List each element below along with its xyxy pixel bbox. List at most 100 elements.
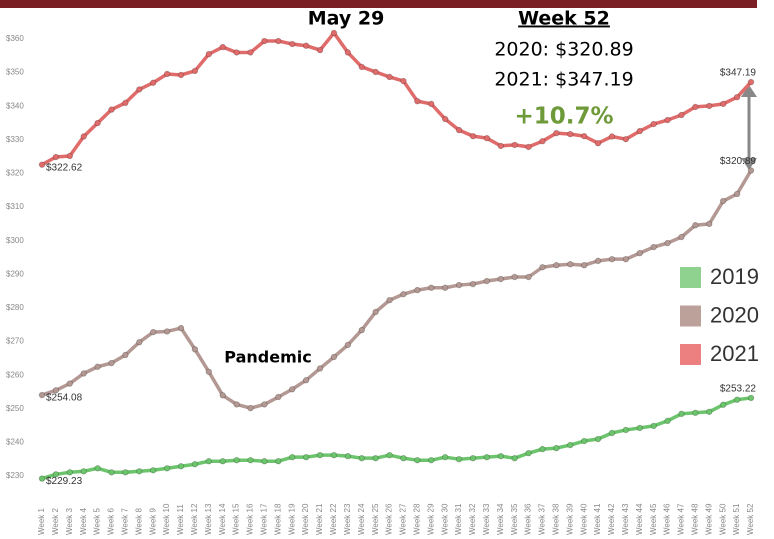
data-point [94,119,101,127]
x-tick-label: Week 22 [329,503,338,535]
x-tick-label: Week 45 [649,503,658,535]
x-tick-label: Week 8 [134,507,143,535]
data-point [205,50,213,58]
data-point [344,49,352,56]
data-point [497,275,504,283]
data-point [205,368,213,375]
x-tick-label: Week 1 [37,507,46,535]
x-tick-label: Week 9 [148,507,157,535]
data-point [52,471,60,478]
data-point [177,324,185,332]
data-point [163,328,171,335]
y-tick-label: $270 [6,337,24,346]
data-point [580,132,588,140]
data-point [66,469,74,476]
data-point [108,359,115,367]
data-point [441,115,449,123]
x-tick-label: Week 3 [65,507,74,535]
x-tick-label: Week 32 [468,503,477,535]
x-tick-label: Week 6 [107,507,116,535]
data-point [372,68,379,76]
data-point [372,454,379,462]
data-point [219,43,226,51]
data-point [80,370,87,377]
y-tick-label: $340 [6,101,24,110]
data-point [38,391,46,399]
x-tick-label: Week 36 [524,503,533,535]
data-point [414,286,421,294]
legend-swatch [680,267,701,288]
data-point [594,435,602,443]
x-tick-label: Week 41 [593,503,602,535]
x-tick-label: Week 43 [621,503,630,535]
data-point [747,167,755,174]
data-point [191,67,199,75]
x-tick-label: Week 23 [343,503,352,535]
data-point [441,284,449,291]
data-point [650,422,657,430]
data-point [233,457,240,464]
data-point [108,106,115,113]
data-point [483,453,491,461]
data-point [108,469,115,476]
peak-annotation: May 29 [308,8,385,30]
data-point [302,376,310,384]
data-point [455,455,463,463]
data-point [567,441,574,449]
data-point [747,394,755,402]
data-point [594,140,602,147]
x-tick-label: Week 35 [510,503,519,535]
x-tick-label: Week 42 [607,503,616,535]
data-point [177,71,185,79]
data-point [747,78,755,86]
x-tick-label: Week 13 [204,503,213,535]
data-point [622,255,630,263]
data-point [66,380,74,387]
data-point [511,454,518,462]
y-tick-label: $300 [6,236,24,245]
data-point [539,137,546,145]
data-point [150,328,157,336]
data-point [275,393,282,401]
data-point [372,308,379,316]
x-tick-label: Week 26 [385,503,394,535]
data-point [302,453,310,461]
data-point [261,37,268,45]
data-point [608,255,616,263]
data-point [511,141,518,149]
value-2021-annotation: 2021: $347.19 [494,69,633,91]
data-point [330,29,338,37]
data-point [386,451,393,459]
data-point [622,426,630,434]
y-tick-label: $290 [6,269,24,278]
data-point [678,233,685,241]
data-point [664,116,671,124]
x-tick-label: Week 48 [691,503,700,535]
data-point [539,264,546,271]
data-point [400,290,407,298]
x-tick-label: Week 49 [704,503,713,535]
data-point [330,353,338,361]
data-point [594,257,602,265]
data-point [38,475,46,482]
x-tick-label: Week 2 [51,507,60,535]
data-point [344,341,352,349]
data-point [191,461,199,468]
data-point [330,451,338,459]
data-point [275,458,282,465]
x-tick-label: Week 5 [93,507,102,535]
data-point [497,452,504,460]
data-point [122,351,129,359]
data-point [706,102,713,110]
x-tick-label: Week 38 [551,503,560,535]
header-bar [0,0,757,8]
x-tick-label: Week 11 [176,504,185,535]
x-tick-label: Week 17 [260,503,269,535]
data-point [150,79,157,86]
x-tick-label: Week 46 [663,503,672,535]
data-point [719,100,727,108]
legend-swatch [680,305,701,327]
data-point [622,135,630,143]
data-point [636,127,643,135]
